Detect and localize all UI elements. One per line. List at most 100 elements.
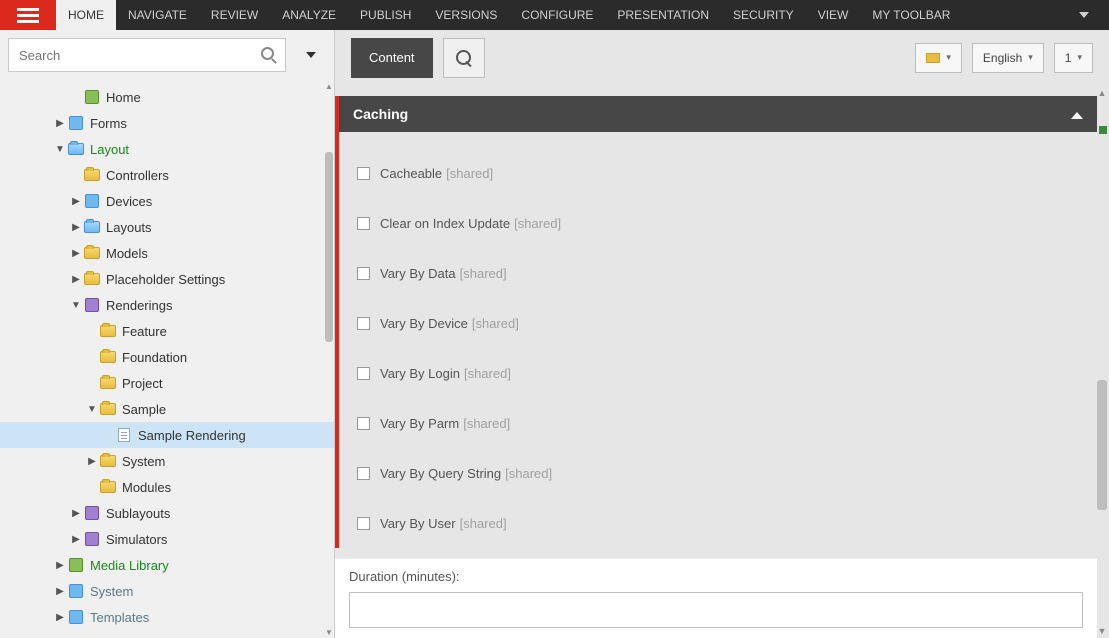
- tree-node-simulators[interactable]: ▶Simulators: [0, 526, 334, 552]
- tree-node-system[interactable]: ▶System: [0, 448, 334, 474]
- tree-node-media-library[interactable]: ▶Media Library: [0, 552, 334, 578]
- scroll-down-icon[interactable]: ▼: [1098, 624, 1107, 638]
- tree-container: ▶Home ▶ Forms ▼ Layout ▶Controllers▶Devices▶L…: [0, 80, 334, 638]
- tree-node-layouts[interactable]: ▶Layouts: [0, 214, 334, 240]
- expand-icon[interactable]: ▶: [54, 560, 66, 571]
- tree-node-controllers[interactable]: ▶Controllers: [0, 162, 334, 188]
- version-button[interactable]: 1▾: [1054, 43, 1093, 73]
- scroll-up-icon[interactable]: ▲: [1098, 86, 1107, 100]
- search-box: [8, 38, 286, 72]
- tree-node-modules[interactable]: ▶Modules: [0, 474, 334, 500]
- tree-label: Sample Rendering: [138, 428, 246, 443]
- tree-node-sample[interactable]: ▼Sample: [0, 396, 334, 422]
- tree-node-feature[interactable]: ▶Feature: [0, 318, 334, 344]
- nav-security[interactable]: SECURITY: [721, 0, 806, 30]
- tree-node-sublayouts[interactable]: ▶Sublayouts: [0, 500, 334, 526]
- panel-header[interactable]: Caching: [339, 96, 1097, 132]
- checkbox[interactable]: [357, 367, 370, 380]
- expand-icon[interactable]: ▶: [70, 196, 82, 207]
- checkbox[interactable]: [357, 167, 370, 180]
- flag-icon: [926, 53, 940, 63]
- checkbox[interactable]: [357, 267, 370, 280]
- nav-view[interactable]: VIEW: [806, 0, 861, 30]
- item-icon: [68, 116, 84, 130]
- topbar-overflow[interactable]: [1079, 0, 1109, 30]
- tree-node-project[interactable]: ▶Project: [0, 370, 334, 396]
- expand-icon[interactable]: ▶: [54, 118, 66, 129]
- scroll-down-icon[interactable]: ▼: [324, 626, 334, 638]
- tree-node-placeholder-settings[interactable]: ▶Placeholder Settings: [0, 266, 334, 292]
- hamburger-icon[interactable]: [0, 0, 56, 30]
- nav-analyze[interactable]: ANALYZE: [270, 0, 348, 30]
- tree-label: Renderings: [106, 298, 173, 313]
- tree-label: Forms: [90, 116, 127, 131]
- tree-label: Project: [122, 376, 162, 391]
- tree-node-sample-rendering[interactable]: ▶Sample Rendering: [0, 422, 334, 448]
- nav-home[interactable]: HOME: [56, 0, 116, 30]
- search-icon[interactable]: [261, 47, 277, 63]
- scroll-thumb[interactable]: [325, 152, 333, 342]
- search-dropdown[interactable]: [296, 52, 326, 58]
- field-label: Vary By Data: [380, 266, 456, 281]
- tree-node-foundation[interactable]: ▶Foundation: [0, 344, 334, 370]
- expand-icon[interactable]: ▶: [54, 612, 66, 623]
- tree-label: Models: [106, 246, 148, 261]
- expand-icon[interactable]: ▶: [54, 586, 66, 597]
- expand-icon[interactable]: ▶: [86, 456, 98, 467]
- main-scrollbar[interactable]: ▲ ▼: [1095, 86, 1109, 638]
- chevron-down-icon: [306, 52, 316, 58]
- field-vary-by-device: Vary By Device [shared]: [357, 298, 1097, 348]
- expand-icon[interactable]: ▶: [70, 274, 82, 285]
- tree-node-forms[interactable]: ▶ Forms: [0, 110, 334, 136]
- nav-review[interactable]: REVIEW: [199, 0, 270, 30]
- nav-publish[interactable]: PUBLISH: [348, 0, 423, 30]
- nav-navigate[interactable]: NAVIGATE: [116, 0, 199, 30]
- nav-versions[interactable]: VERSIONS: [423, 0, 509, 30]
- tree-node-system[interactable]: ▶System: [0, 578, 334, 604]
- collapse-icon[interactable]: ▼: [70, 300, 82, 311]
- folder-icon: [100, 324, 116, 338]
- expand-icon[interactable]: ▶: [70, 248, 82, 259]
- language-button[interactable]: English▾: [972, 43, 1044, 73]
- sidebar-scrollbar[interactable]: ▲ ▼: [324, 80, 334, 638]
- tree-node-layout[interactable]: ▼ Layout: [0, 136, 334, 162]
- scroll-track[interactable]: [324, 92, 334, 626]
- tab-content[interactable]: Content: [351, 38, 433, 78]
- shared-tag: [shared]: [464, 366, 511, 381]
- checkbox[interactable]: [357, 467, 370, 480]
- nav-presentation[interactable]: PRESENTATION: [605, 0, 721, 30]
- duration-input[interactable]: [349, 592, 1083, 628]
- version-label: 1: [1065, 51, 1072, 65]
- tree-node-home[interactable]: ▶Home: [0, 84, 334, 110]
- collapse-button[interactable]: [1071, 106, 1083, 122]
- checkbox[interactable]: [357, 217, 370, 230]
- field-vary-by-user: Vary By User [shared]: [357, 498, 1097, 548]
- scroll-up-icon[interactable]: ▲: [324, 80, 334, 92]
- tree-node-renderings[interactable]: ▼ Renderings: [0, 292, 334, 318]
- nav-configure[interactable]: CONFIGURE: [509, 0, 605, 30]
- tree-node-templates[interactable]: ▶Templates: [0, 604, 334, 630]
- collapse-icon[interactable]: ▼: [54, 144, 66, 155]
- content-search-button[interactable]: [443, 38, 485, 78]
- field-label: Vary By Parm: [380, 416, 459, 431]
- flag-button[interactable]: ▾: [915, 43, 962, 73]
- duration-field: Duration (minutes):: [335, 558, 1097, 638]
- content-tree: ▶Home ▶ Forms ▼ Layout ▶Controllers▶Devices▶L…: [0, 80, 334, 638]
- tree-node-devices[interactable]: ▶Devices: [0, 188, 334, 214]
- collapse-icon[interactable]: ▼: [86, 404, 98, 415]
- main-toolbar: Content ▾ English▾ 1▾: [335, 30, 1109, 86]
- checkbox[interactable]: [357, 517, 370, 530]
- field-clear-on-index-update: Clear on Index Update [shared]: [357, 198, 1097, 248]
- expand-icon[interactable]: ▶: [70, 222, 82, 233]
- checkbox[interactable]: [357, 417, 370, 430]
- tree-label: Layout: [90, 142, 129, 157]
- expand-icon[interactable]: ▶: [70, 508, 82, 519]
- expand-icon[interactable]: ▶: [70, 534, 82, 545]
- scroll-thumb[interactable]: [1097, 380, 1107, 510]
- tree-node-models[interactable]: ▶ Models: [0, 240, 334, 266]
- scroll-track[interactable]: [1095, 100, 1109, 624]
- nav-my-toolbar[interactable]: MY TOOLBAR: [860, 0, 962, 30]
- search-input[interactable]: [9, 48, 261, 63]
- toolbar-right: ▾ English▾ 1▾: [915, 43, 1093, 73]
- checkbox[interactable]: [357, 317, 370, 330]
